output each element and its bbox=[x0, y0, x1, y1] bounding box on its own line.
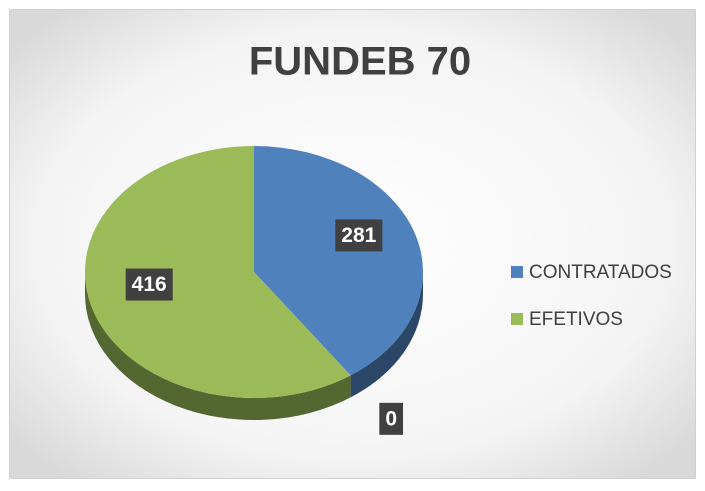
legend-label: CONTRATADOS bbox=[529, 262, 672, 283]
data-label-text: 416 bbox=[132, 273, 167, 296]
pie-slice bbox=[84, 146, 351, 398]
legend-swatch bbox=[511, 266, 523, 278]
chart-title: FUNDEB 70 bbox=[249, 40, 471, 84]
legend-label: EFETIVOS bbox=[529, 309, 623, 330]
pie-slice bbox=[254, 146, 423, 376]
pie-side bbox=[84, 272, 351, 421]
legend-swatch bbox=[511, 313, 523, 325]
data-label-text: 281 bbox=[341, 224, 376, 247]
data-label-box bbox=[125, 268, 173, 301]
data-label-box bbox=[379, 402, 404, 435]
data-label-text: 0 bbox=[385, 407, 397, 430]
data-label-box bbox=[335, 219, 383, 252]
data-label: 0 bbox=[379, 402, 404, 435]
data-label: 281 bbox=[335, 219, 383, 252]
pie-side bbox=[350, 272, 423, 398]
pie: 281 0 416 bbox=[84, 146, 423, 435]
legend: CONTRATADOS EFETIVOS bbox=[511, 262, 672, 330]
data-label: 416 bbox=[125, 268, 173, 301]
